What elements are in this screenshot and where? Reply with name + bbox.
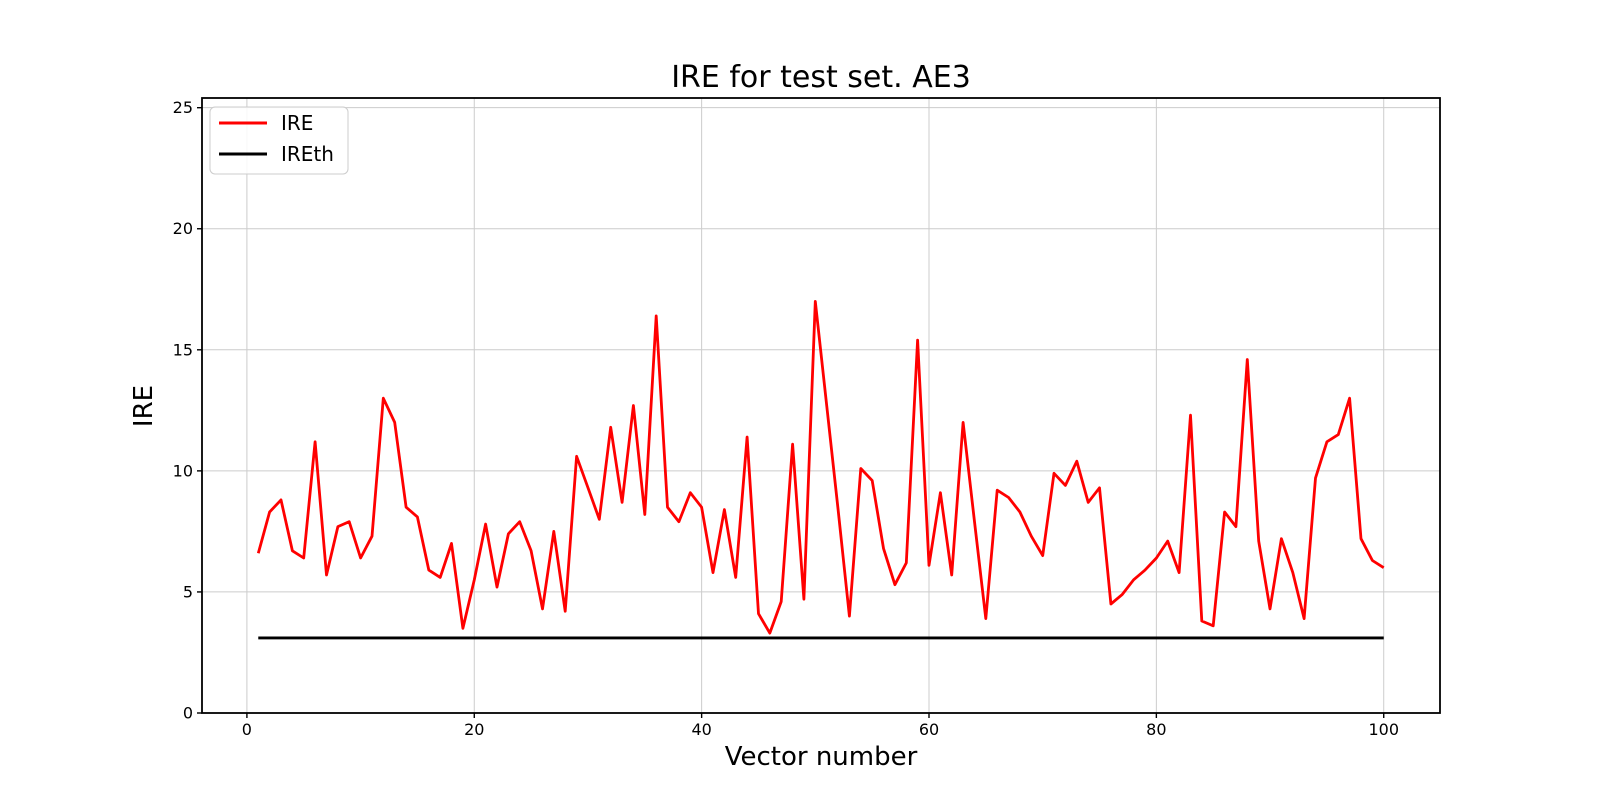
axis-ticks: 0 20 40 60 80 100 0 5 10 15 20 25 [173,98,1399,739]
x-tick-label: 80 [1146,720,1166,739]
legend-label-ireth: IREth [281,142,334,166]
y-tick-label: 25 [173,98,193,117]
y-tick-label: 5 [183,582,193,601]
legend-entry-ire: IRE [219,111,313,135]
legend-entry-ireth: IREth [219,142,334,166]
y-tick-label: 20 [173,219,193,238]
y-tick-label: 0 [183,704,193,723]
ire-series-line [256,299,1385,635]
x-tick-label: 60 [919,720,939,739]
x-tick-label: 100 [1368,720,1399,739]
x-tick-label: 40 [691,720,711,739]
plot-area [256,299,1385,640]
y-axis-label: IRE [129,385,159,427]
y-tick-label: 10 [173,461,193,480]
x-tick-label: 0 [242,720,252,739]
y-tick-label: 15 [173,340,193,359]
x-axis-label: Vector number [725,742,918,772]
legend-label-ire: IRE [281,111,313,135]
x-tick-label: 20 [464,720,484,739]
chart-title: IRE for test set. AE3 [671,60,971,95]
plot-border [201,97,1441,714]
legend: IRE IREth [209,106,349,175]
